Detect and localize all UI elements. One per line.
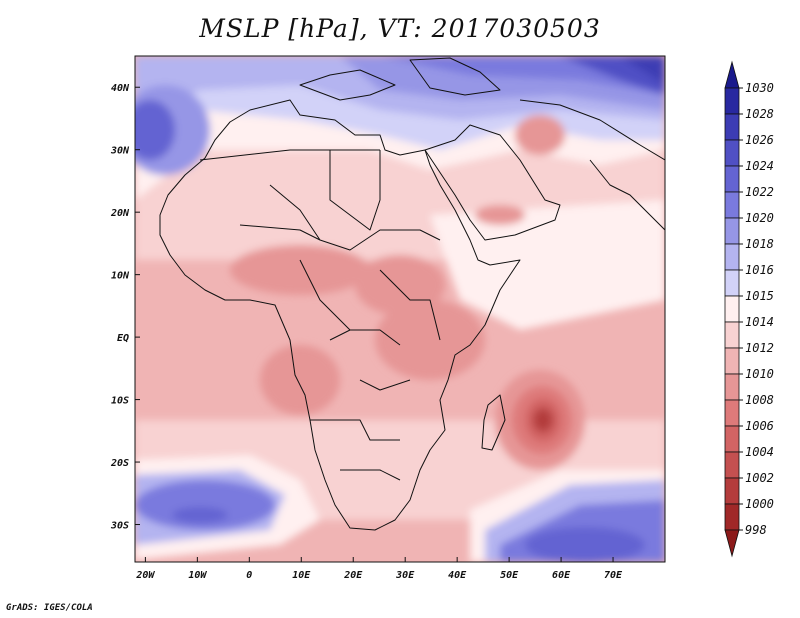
x-tick-label: 10E [292,570,311,581]
y-tick-label: 40N [111,83,130,94]
colorbar-swatch [724,503,740,531]
x-tick-label: 0 [246,570,252,581]
colorbar-label: 1010 [745,367,774,381]
colorbar-top-arrow [724,60,740,89]
x-tick-label: 50E [500,570,519,581]
y-tick-label: 30N [110,146,130,157]
colorbar-swatch [724,295,740,323]
colorbar-swatch [724,269,740,297]
colorbar-label: 1016 [745,263,774,277]
colorbar-label: 1024 [745,159,774,173]
colorbar-label: 998 [745,523,767,537]
map-title: MSLP [hPa], VT: 2017030503 [199,14,601,43]
y-tick-label: 20S [110,458,129,469]
colorbar-label: 1000 [745,497,774,511]
colorbar-label: 1026 [745,133,774,147]
colorbar-swatch [724,425,740,453]
colorbar-swatch [724,165,740,193]
colorbar-swatch [724,87,740,115]
x-tick-label: 20E [343,570,363,581]
colorbar-label: 1028 [745,107,774,121]
y-tick-label: 10S [111,396,129,407]
x-axis-ticks: 20W 10W 0 10E 20E 30E 40E 50E 60E 70E [135,557,623,581]
grads-credit: GrADS: IGES/COLA [6,603,93,613]
colorbar-label: 1008 [745,393,774,407]
y-tick-label: 20N [110,208,130,219]
x-tick-label: 70E [604,570,623,581]
colorbar-swatch [724,347,740,375]
x-tick-label: 30E [395,570,415,581]
colorbar-label: 1018 [745,237,774,251]
colorbar-swatch [724,113,740,141]
colorbar-swatch [724,477,740,505]
colorbar-swatch [724,399,740,427]
y-tick-label: 10N [111,271,130,282]
colorbar-label: 1022 [745,185,774,199]
colorbar-swatch [724,139,740,167]
colorbar-swatch [724,373,740,401]
x-tick-label: 60E [552,570,571,581]
colorbar-label: 1014 [745,315,774,329]
colorbar-label: 1004 [745,445,774,459]
colorbar-label: 1012 [745,341,774,355]
y-tick-label: 30S [110,521,129,532]
colorbar-swatch [724,451,740,479]
y-tick-label: EQ [117,333,129,344]
colorbar-label: 1015 [745,289,774,303]
colorbar-label: 1002 [745,471,774,485]
pressure-field [135,56,665,562]
x-tick-label: 40E [448,570,467,581]
colorbar-swatch [724,217,740,245]
colorbar-swatch [724,321,740,349]
y-axis-ticks: 40N 30N 20N 10N EQ 10S 20S 30S [110,83,140,532]
x-tick-label: 10W [188,570,207,581]
colorbar-swatch [724,191,740,219]
colorbar-label: 1020 [745,211,774,225]
colorbar-label: 1030 [745,81,774,95]
colorbar-bottom-arrow [724,529,740,558]
x-tick-label: 20W [135,570,155,581]
colorbar-swatch [724,243,740,271]
colorbar-label: 1006 [745,419,774,433]
colorbar: 1030 1028 1026 1024 1022 1020 1018 1016 1015 1014… [724,60,774,558]
